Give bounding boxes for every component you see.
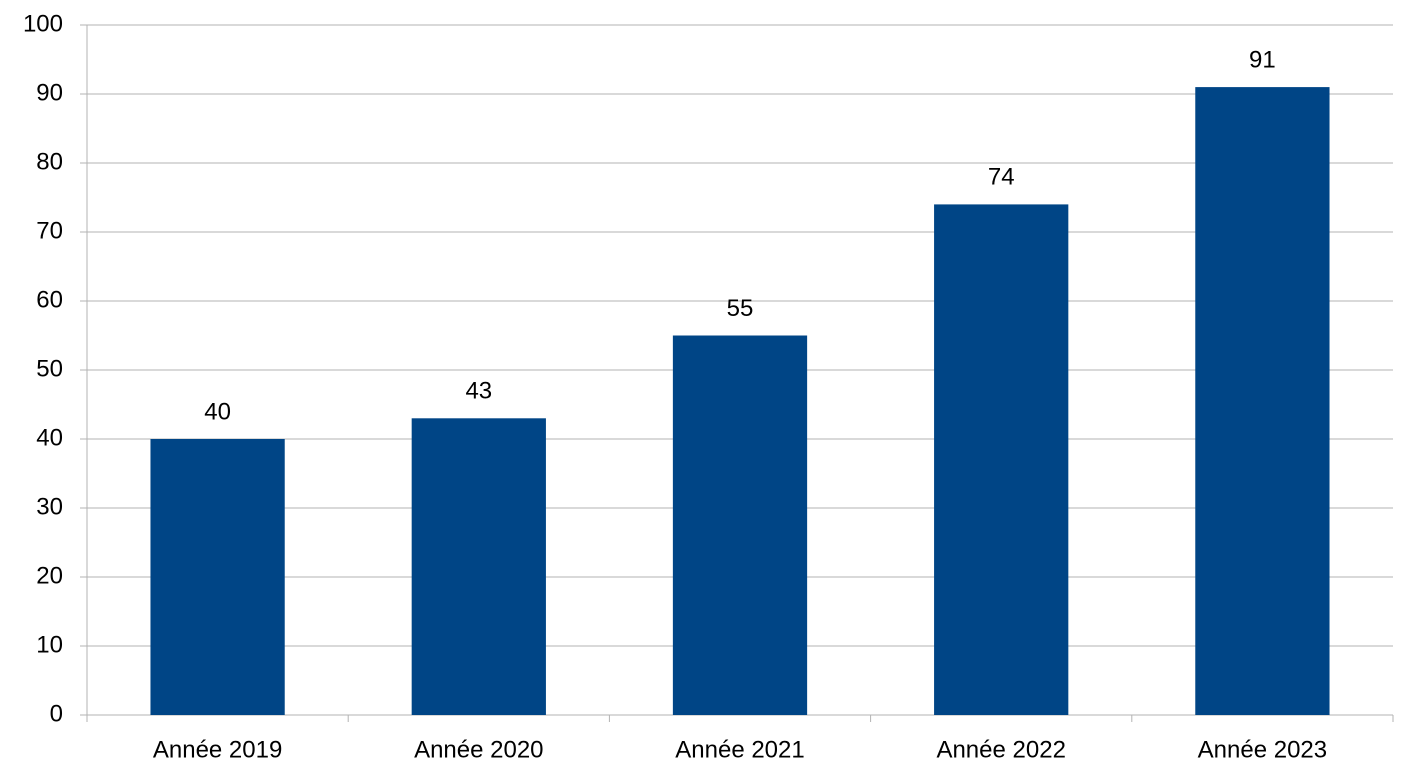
y-tick-label: 100 xyxy=(23,10,63,37)
bar xyxy=(1195,87,1330,716)
bar xyxy=(150,439,285,715)
data-label: 43 xyxy=(465,378,492,405)
y-tick-label: 60 xyxy=(36,286,63,313)
y-tick-label: 0 xyxy=(50,700,63,727)
y-tick-label: 20 xyxy=(36,562,63,589)
x-tick-label: Année 2022 xyxy=(936,736,1065,763)
x-tick-label: Année 2023 xyxy=(1198,736,1327,763)
y-tick-label: 90 xyxy=(36,79,63,106)
y-tick-label: 50 xyxy=(36,355,63,382)
data-label: 91 xyxy=(1249,46,1276,73)
x-tick-label: Année 2020 xyxy=(414,736,543,763)
x-tick-label: Année 2019 xyxy=(153,736,282,763)
y-tick-label: 40 xyxy=(36,424,63,451)
data-label: 74 xyxy=(988,164,1015,191)
bar xyxy=(934,204,1069,715)
y-tick-label: 80 xyxy=(36,148,63,175)
x-tick-label: Année 2021 xyxy=(675,736,804,763)
data-label: 40 xyxy=(204,398,231,425)
y-tick-label: 10 xyxy=(36,631,63,658)
bar xyxy=(411,418,546,715)
data-label: 55 xyxy=(727,295,754,322)
y-tick-label: 70 xyxy=(36,217,63,244)
bar xyxy=(672,335,808,715)
y-tick-label: 30 xyxy=(36,493,63,520)
